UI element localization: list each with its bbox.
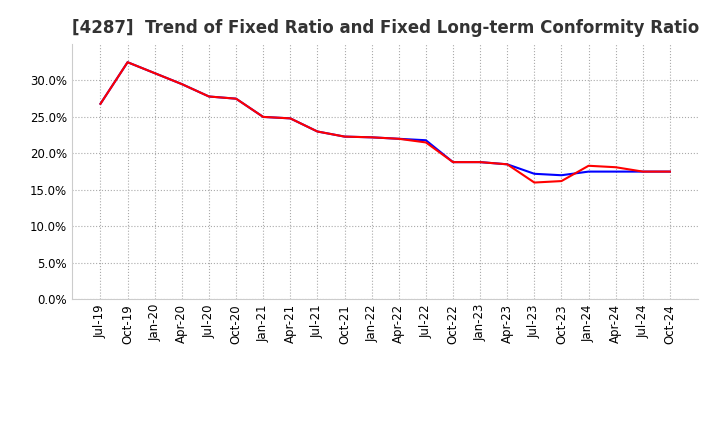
Fixed Long-term Conformity Ratio <box>584 163 593 169</box>
Fixed Ratio <box>232 96 240 101</box>
Fixed Ratio <box>178 81 186 87</box>
Fixed Long-term Conformity Ratio <box>557 179 566 184</box>
Fixed Ratio <box>639 169 647 174</box>
Fixed Ratio <box>259 114 268 120</box>
Fixed Long-term Conformity Ratio <box>286 116 294 121</box>
Fixed Ratio <box>286 116 294 121</box>
Fixed Long-term Conformity Ratio <box>503 161 511 167</box>
Fixed Long-term Conformity Ratio <box>611 165 620 170</box>
Fixed Long-term Conformity Ratio <box>530 180 539 185</box>
Fixed Long-term Conformity Ratio <box>123 59 132 65</box>
Legend: Fixed Ratio, Fixed Long-term Conformity Ratio: Fixed Ratio, Fixed Long-term Conformity … <box>165 439 606 440</box>
Fixed Ratio <box>204 94 213 99</box>
Fixed Ratio <box>503 161 511 167</box>
Fixed Long-term Conformity Ratio <box>178 81 186 87</box>
Fixed Ratio <box>584 169 593 174</box>
Fixed Ratio <box>449 159 457 165</box>
Fixed Ratio <box>150 70 159 76</box>
Fixed Long-term Conformity Ratio <box>204 94 213 99</box>
Fixed Long-term Conformity Ratio <box>449 159 457 165</box>
Fixed Long-term Conformity Ratio <box>259 114 268 120</box>
Fixed Long-term Conformity Ratio <box>232 96 240 101</box>
Fixed Long-term Conformity Ratio <box>313 129 322 134</box>
Fixed Ratio <box>96 101 105 106</box>
Fixed Long-term Conformity Ratio <box>665 169 674 174</box>
Fixed Long-term Conformity Ratio <box>96 101 105 106</box>
Title: [4287]  Trend of Fixed Ratio and Fixed Long-term Conformity Ratio: [4287] Trend of Fixed Ratio and Fixed Lo… <box>71 19 699 37</box>
Fixed Ratio <box>313 129 322 134</box>
Fixed Ratio <box>476 159 485 165</box>
Line: Fixed Ratio: Fixed Ratio <box>101 62 670 175</box>
Fixed Ratio <box>367 135 376 140</box>
Fixed Long-term Conformity Ratio <box>341 134 349 139</box>
Fixed Ratio <box>611 169 620 174</box>
Fixed Ratio <box>341 134 349 139</box>
Fixed Ratio <box>395 136 403 141</box>
Fixed Long-term Conformity Ratio <box>150 70 159 76</box>
Fixed Long-term Conformity Ratio <box>421 140 430 145</box>
Fixed Ratio <box>123 59 132 65</box>
Fixed Ratio <box>557 172 566 178</box>
Fixed Long-term Conformity Ratio <box>476 159 485 165</box>
Line: Fixed Long-term Conformity Ratio: Fixed Long-term Conformity Ratio <box>101 62 670 183</box>
Fixed Ratio <box>530 171 539 176</box>
Fixed Ratio <box>665 169 674 174</box>
Fixed Long-term Conformity Ratio <box>395 136 403 141</box>
Fixed Ratio <box>421 138 430 143</box>
Fixed Long-term Conformity Ratio <box>639 169 647 174</box>
Fixed Long-term Conformity Ratio <box>367 135 376 140</box>
